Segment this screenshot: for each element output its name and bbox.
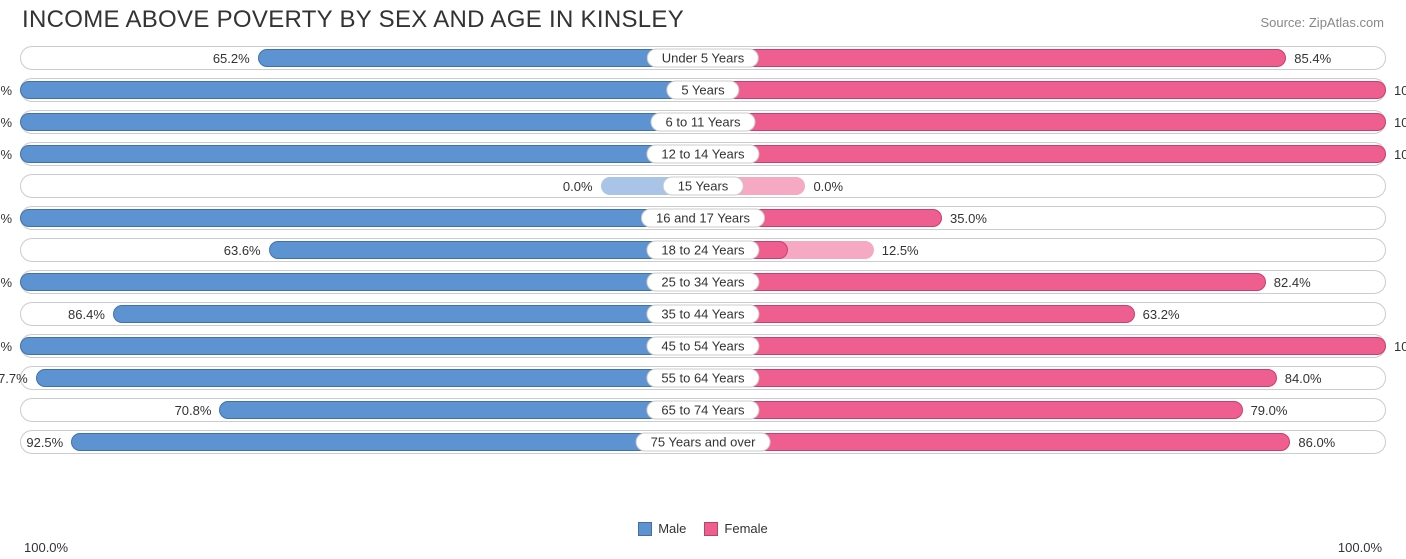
male-value: 63.6% [220, 236, 265, 264]
legend-swatch-female [704, 522, 718, 536]
female-bar [703, 113, 1386, 131]
female-value: 100.0% [1390, 108, 1406, 136]
female-value: 63.2% [1139, 300, 1184, 328]
male-bar [71, 433, 703, 451]
male-value: 100.0% [0, 140, 16, 168]
female-value: 84.0% [1281, 364, 1326, 392]
category-label: 45 to 54 Years [646, 337, 759, 356]
female-bar [703, 49, 1286, 67]
female-bar [703, 433, 1290, 451]
male-bar [258, 49, 703, 67]
legend-item-male: Male [638, 521, 686, 536]
chart-row: 100.0%35.0%16 and 17 Years [20, 204, 1386, 232]
male-value: 0.0% [559, 172, 597, 200]
x-axis: 100.0% 100.0% [20, 540, 1386, 555]
female-bar [703, 401, 1243, 419]
female-bar [703, 273, 1266, 291]
axis-left-label: 100.0% [24, 540, 68, 555]
category-label: 75 Years and over [636, 433, 771, 452]
category-label: 16 and 17 Years [641, 209, 765, 228]
chart-row: 100.0%100.0%5 Years [20, 76, 1386, 104]
chart-row: 0.0% 0.0% 15 Years [20, 172, 1386, 200]
male-value: 100.0% [0, 332, 16, 360]
male-bar [113, 305, 703, 323]
axis-right-label: 100.0% [1338, 540, 1382, 555]
male-value: 97.7% [0, 364, 32, 392]
category-label: 12 to 14 Years [646, 145, 759, 164]
male-value: 70.8% [171, 396, 216, 424]
category-label: 25 to 34 Years [646, 273, 759, 292]
male-bar [20, 113, 703, 131]
female-value: 82.4% [1270, 268, 1315, 296]
male-bar [20, 209, 703, 227]
legend-label-female: Female [724, 521, 767, 536]
female-bar [703, 369, 1277, 387]
female-value: 86.0% [1294, 428, 1339, 456]
male-bar [20, 145, 703, 163]
female-bar [703, 81, 1386, 99]
male-value: 100.0% [0, 268, 16, 296]
male-bar [36, 369, 703, 387]
chart-row: 65.2% 85.4% Under 5 Years [20, 44, 1386, 72]
female-bar [703, 305, 1135, 323]
category-label: 15 Years [663, 177, 744, 196]
male-bar [20, 273, 703, 291]
male-value: 100.0% [0, 204, 16, 232]
chart-row: 100.0%82.4%25 to 34 Years [20, 268, 1386, 296]
male-bar [269, 241, 703, 259]
category-label: 35 to 44 Years [646, 305, 759, 324]
female-value: 35.0% [946, 204, 991, 232]
chart-row: 97.7%84.0%55 to 64 Years [20, 364, 1386, 392]
chart-row: 86.4% 63.2% 35 to 44 Years [20, 300, 1386, 328]
legend: Male Female [20, 521, 1386, 536]
chart-source: Source: ZipAtlas.com [1260, 15, 1384, 30]
female-value: 79.0% [1247, 396, 1292, 424]
male-value: 100.0% [0, 108, 16, 136]
category-label: 5 Years [666, 81, 739, 100]
female-value: 12.5% [878, 236, 923, 264]
chart-row: 92.5% 86.0% 75 Years and over [20, 428, 1386, 456]
female-value: 0.0% [809, 172, 847, 200]
chart-row: 100.0%100.0%6 to 11 Years [20, 108, 1386, 136]
legend-swatch-male [638, 522, 652, 536]
chart-row: 70.8% 79.0% 65 to 74 Years [20, 396, 1386, 424]
male-bar [219, 401, 703, 419]
category-label: Under 5 Years [647, 49, 759, 68]
female-bar [703, 337, 1386, 355]
category-label: 55 to 64 Years [646, 369, 759, 388]
female-value: 85.4% [1290, 44, 1335, 72]
female-bar [703, 145, 1386, 163]
category-label: 18 to 24 Years [646, 241, 759, 260]
chart-title: INCOME ABOVE POVERTY BY SEX AND AGE IN K… [22, 6, 684, 34]
chart-row: 63.6% 12.5% 18 to 24 Years [20, 236, 1386, 264]
male-bar [20, 81, 703, 99]
male-value: 100.0% [0, 76, 16, 104]
legend-item-female: Female [704, 521, 767, 536]
category-label: 65 to 74 Years [646, 401, 759, 420]
male-value: 86.4% [64, 300, 109, 328]
male-bar [20, 337, 703, 355]
female-value: 100.0% [1390, 140, 1406, 168]
male-value: 65.2% [209, 44, 254, 72]
category-label: 6 to 11 Years [651, 113, 756, 132]
diverging-bar-chart: 65.2% 85.4% Under 5 Years 100.0%100.0%5 Yea… [20, 44, 1386, 519]
female-value: 100.0% [1390, 332, 1406, 360]
female-value: 100.0% [1390, 76, 1406, 104]
male-value: 92.5% [22, 428, 67, 456]
chart-row: 100.0%100.0%45 to 54 Years [20, 332, 1386, 360]
legend-label-male: Male [658, 521, 686, 536]
chart-row: 100.0%100.0%12 to 14 Years [20, 140, 1386, 168]
